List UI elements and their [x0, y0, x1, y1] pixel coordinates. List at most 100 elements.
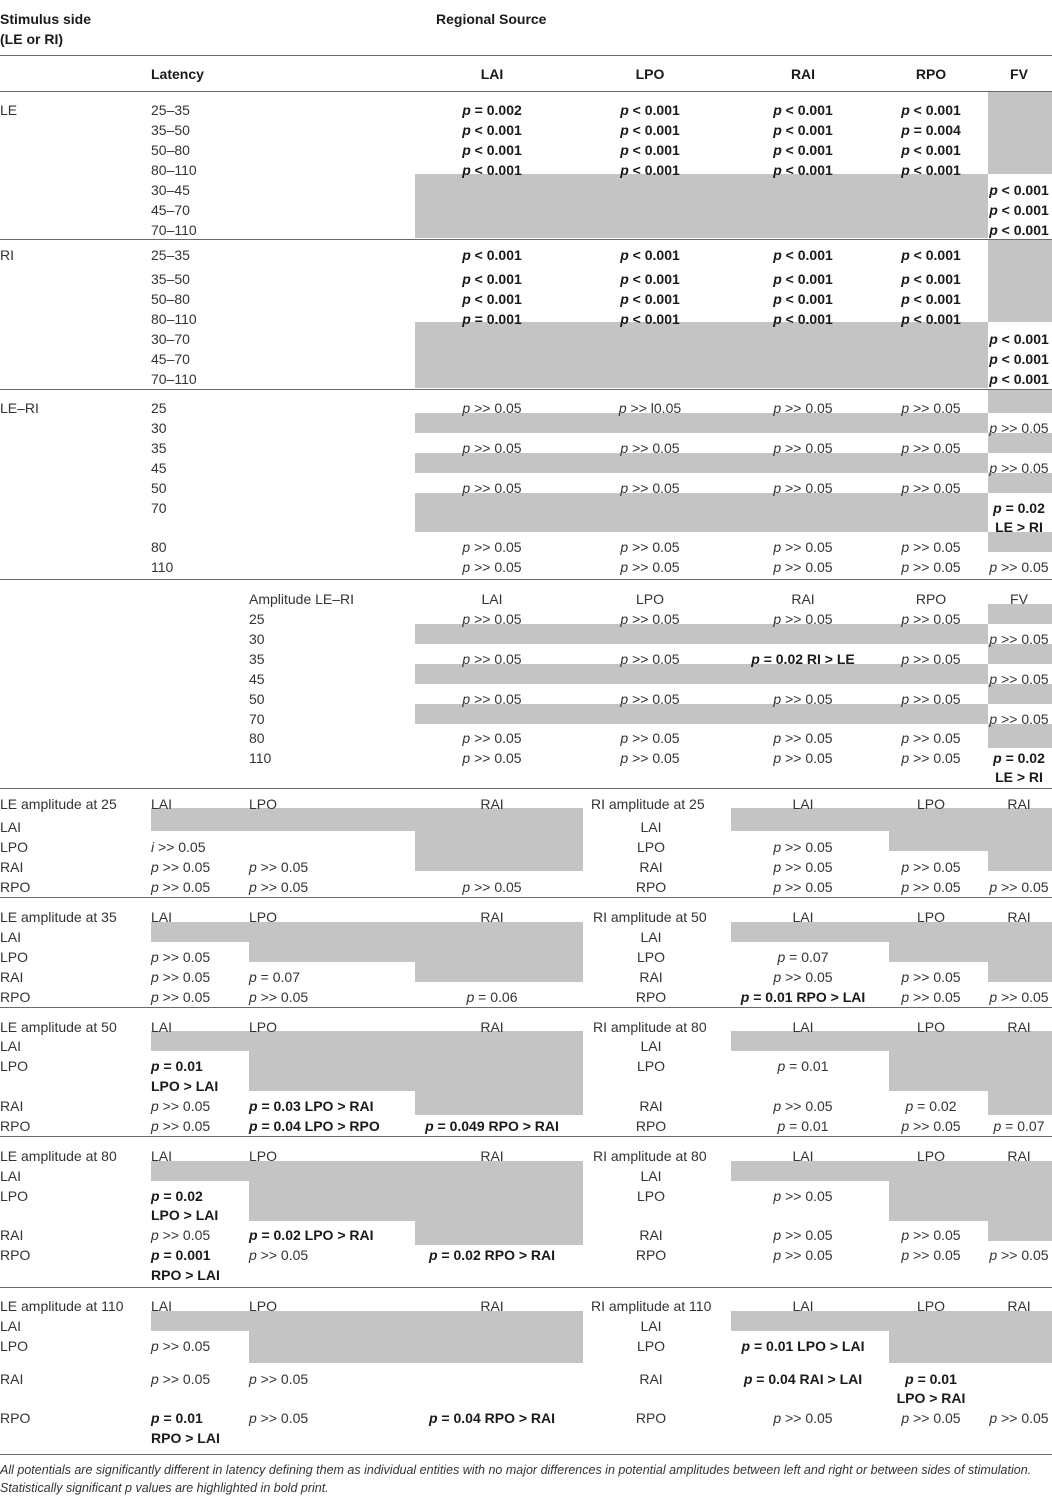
column-label: LAI — [151, 1148, 173, 1164]
latency-cell: 80 — [151, 539, 167, 555]
row-label: LPO — [0, 839, 29, 855]
p-value-cell: p < 0.001 — [901, 291, 961, 307]
p-value-cell: p >> 0.05 — [773, 440, 833, 456]
row-label: RPO — [0, 989, 31, 1005]
latency-cell: 45 — [249, 671, 265, 687]
latency-cell: 35 — [249, 651, 265, 667]
rule — [0, 1007, 1052, 1008]
header-latency: Latency — [151, 66, 204, 82]
header-col-lai: LAI — [480, 66, 504, 82]
row-label: LAI — [0, 1168, 22, 1184]
p-value-cell: p = 0.01 — [151, 1058, 203, 1074]
p-value-cell: p >> 0.05 — [462, 651, 522, 667]
latency-cell: 70 — [151, 500, 167, 516]
column-label: RAI — [480, 1298, 504, 1314]
p-value-cell: p < 0.001 — [462, 162, 522, 178]
p-value-cell: p = 0.04 LPO > RPO — [249, 1118, 380, 1134]
p-value-cell: p >> 0.05 — [773, 1188, 833, 1204]
row-label: LAI — [0, 819, 22, 835]
p-value-cell: p >> 0.05 — [462, 559, 522, 575]
p-value-cell: p >> 0.05 — [151, 969, 211, 985]
matrix-title: RI amplitude at 110 — [591, 1298, 712, 1314]
p-value-cell: p >> 0.05 — [989, 1247, 1049, 1263]
p-value-cell: p >> 0.05 — [901, 1410, 961, 1426]
p-value-cell: p >> 0.05 — [151, 1118, 211, 1134]
p-value-cell: p = 0.02 — [993, 750, 1045, 766]
shaded-cell — [731, 1161, 1052, 1181]
row-label: LPO — [0, 1058, 29, 1074]
p-value-cell: p >> 0.05 — [773, 1098, 833, 1114]
p-value-cell: p >> 0.05 — [462, 440, 522, 456]
p-value-cell: p = 0.07 — [249, 969, 300, 985]
row-label: RAI — [0, 969, 24, 985]
row-label: RAI — [639, 859, 663, 875]
p-value-cell: p >> 0.05 — [901, 1118, 961, 1134]
shaded-cell — [988, 473, 1052, 493]
latency-cell: 25 — [249, 611, 265, 627]
header-stimulus-side-sub: (LE or RI) — [0, 31, 63, 47]
p-value-cell: p < 0.001 — [989, 202, 1049, 218]
p-value-cell: p >> 0.05 — [773, 1227, 833, 1243]
latency-cell: 110 — [151, 559, 174, 575]
shaded-cell — [249, 1331, 583, 1363]
p-value-cell: p >> 0.05 — [620, 651, 680, 667]
p-value-cell: p >> 0.05 — [462, 480, 522, 496]
shaded-cell — [731, 1031, 1052, 1051]
shaded-cell — [988, 851, 1052, 871]
p-value-cell: p = 0.04 RPO > RAI — [428, 1410, 556, 1426]
p-value-cell: p = 0.01 — [151, 1410, 203, 1426]
rule — [0, 389, 1052, 390]
p-value-cell: p >> 0.05 — [901, 559, 961, 575]
p-value-cell: p < 0.001 — [620, 247, 680, 263]
p-value-cell: p >> 0.05 — [151, 1371, 211, 1387]
p-value-cell: p >> 0.05 — [151, 859, 211, 875]
column-label: LAI — [792, 1148, 814, 1164]
p-value-cell: p >> 0.05 — [989, 711, 1049, 727]
p-value-cell: p >> 0.05 — [773, 839, 833, 855]
p-value-cell: p >> 0.05 — [901, 750, 961, 766]
p-value-cell: p >> 0.05 — [901, 969, 961, 985]
shaded-cell — [988, 240, 1052, 322]
p-value-cell: p >> 0.05 — [989, 879, 1049, 895]
p-value-cell: LPO > LAI — [151, 1078, 219, 1094]
shaded-cell — [988, 724, 1052, 748]
latency-cell: 110 — [249, 750, 272, 766]
shaded-cell — [988, 390, 1052, 413]
p-value-cell: RPO > LAI — [151, 1267, 220, 1283]
column-label: LAI — [792, 909, 814, 925]
column-label: LPO — [635, 591, 665, 607]
shaded-cell — [988, 532, 1052, 552]
p-value-cell: p >> 0.05 — [620, 730, 680, 746]
row-label: RAI — [0, 859, 24, 875]
column-label: RPO — [915, 591, 947, 607]
p-value-cell: p >> 0.05 — [249, 1410, 309, 1426]
shaded-cell — [151, 1161, 583, 1181]
column-label: LAI — [792, 1298, 814, 1314]
p-value-cell: p < 0.001 — [620, 122, 680, 138]
header-col-fv: FV — [1010, 66, 1028, 82]
p-value-cell: p >> 0.05 — [989, 671, 1049, 687]
p-value-cell: p >> 0.05 — [620, 480, 680, 496]
p-value-cell: p >> 0.05 — [989, 1410, 1049, 1426]
row-label: RPO — [0, 1247, 31, 1263]
p-value-cell: p >> 0.05 — [462, 611, 522, 627]
row-label: RPO — [635, 989, 667, 1005]
p-value-cell: p >> 0.05 — [773, 400, 833, 416]
p-value-cell: p = 0.02 RI > LE — [751, 651, 855, 667]
p-value-cell: p >> 0.05 — [773, 480, 833, 496]
row-label: LPO — [636, 1188, 666, 1204]
shaded-cell — [415, 322, 988, 388]
p-value-cell: LE > RI — [995, 769, 1043, 785]
p-value-cell: p >> l0.05 — [618, 400, 682, 416]
p-value-cell: p >> 0.05 — [151, 1098, 211, 1114]
rule — [0, 579, 1052, 580]
p-value-cell: p >> 0.05 — [620, 440, 680, 456]
p-value-cell: p >> 0.05 — [773, 730, 833, 746]
p-value-cell: p >> 0.05 — [989, 631, 1049, 647]
p-value-cell: p = 0.002 — [462, 102, 522, 118]
row-label: RAI — [0, 1227, 24, 1243]
p-value-cell: p < 0.001 — [989, 351, 1049, 367]
row-label: LPO — [636, 949, 666, 965]
p-value-cell: p < 0.001 — [989, 331, 1049, 347]
column-label: LPO — [916, 909, 946, 925]
